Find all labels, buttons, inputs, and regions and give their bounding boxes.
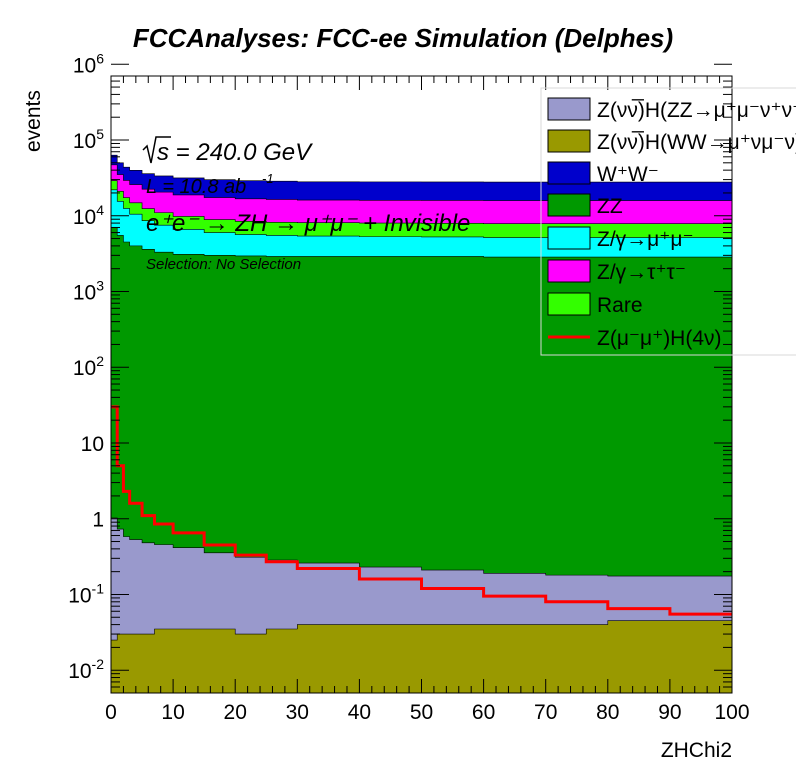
legend-swatch — [547, 292, 591, 316]
legend-label: Z(μ⁻μ⁺)H(4ν) — [597, 327, 722, 350]
x-tick-label: 40 — [348, 701, 371, 724]
annotations: s = 240.0 GeV L = 10.8 ab -1 e⁺e⁻ → ZH →… — [142, 136, 470, 273]
x-tick-label: 10 — [161, 701, 184, 724]
legend-swatch — [547, 259, 591, 283]
legend-label: Z/γ→τ⁺τ⁻ — [597, 261, 686, 284]
y-axis-label: events — [22, 90, 45, 152]
legend-swatch — [547, 129, 591, 153]
sqrt-symbol — [142, 136, 171, 164]
y-tick-label: 10 — [81, 433, 104, 456]
annotation-lumi-exponent: -1 — [262, 171, 274, 186]
legend-label: Z(νν̅)H(ZZ→μ⁺μ⁻ν⁺ν⁻) — [597, 99, 796, 122]
x-tick-label: 30 — [286, 701, 309, 724]
y-tick-label: 102 — [73, 353, 104, 380]
legend-label: Rare — [597, 294, 643, 317]
annotation-process: e⁺e⁻ → ZH → μ⁺μ⁻ + Invisible — [146, 210, 470, 237]
legend-box — [540, 87, 796, 356]
x-tick-label: 60 — [472, 701, 495, 724]
legend-swatch — [547, 161, 591, 185]
legend-swatch — [547, 193, 591, 217]
y-tick-label: 104 — [73, 202, 104, 229]
x-tick-label: 80 — [596, 701, 619, 724]
x-tick-label: 50 — [410, 701, 433, 724]
y-tick-label: 10-1 — [68, 580, 104, 607]
y-tick-label: 10-2 — [68, 656, 104, 683]
legend-label: Z/γ→μ⁺μ⁻ — [597, 228, 694, 251]
signal-line — [111, 405, 732, 616]
y-tick-label: 105 — [73, 126, 104, 153]
annotation-lumi: L = 10.8 ab — [146, 176, 246, 198]
legend-swatch — [547, 226, 591, 250]
annotation-sqrt-s: s = 240.0 GeV — [157, 139, 313, 166]
x-tick-label: 100 — [714, 701, 749, 724]
legend-label: W⁺W⁻ — [597, 163, 659, 186]
y-tick-label: 107 — [73, 0, 104, 2]
legend-swatch — [547, 97, 591, 121]
x-axis-label: ZHChi2 — [661, 739, 732, 762]
x-tick-label: 0 — [105, 701, 117, 724]
legend-label: ZZ — [597, 195, 623, 218]
y-tick-label: 106 — [73, 50, 104, 77]
y-tick-label: 103 — [73, 277, 104, 304]
legend-label: Z(νν̅)H(WW→μ⁺νμ⁻ν) — [597, 131, 796, 154]
x-tick-label: 70 — [534, 701, 557, 724]
axes: 0 10 20 30 40 50 60 70 80 90 100 10-2 10-1 1 10 102 103 1… — [68, 0, 749, 724]
stack-area-z-h-ww--0 — [111, 620, 732, 693]
annotation-selection: Selection: No Selection — [146, 256, 301, 273]
y-tick-label: 1 — [92, 509, 104, 532]
chart-title: FCCAnalyses: FCC-ee Simulation (Delphes) — [133, 23, 673, 53]
signal-histogram — [111, 405, 732, 616]
x-tick-label: 90 — [658, 701, 681, 724]
legend: Z(νν̅)H(ZZ→μ⁺μ⁻ν⁺ν⁻) Z(νν̅)H(WW→μ⁺νμ⁻ν) W⁺… — [540, 87, 796, 356]
x-tick-label: 20 — [224, 701, 247, 724]
